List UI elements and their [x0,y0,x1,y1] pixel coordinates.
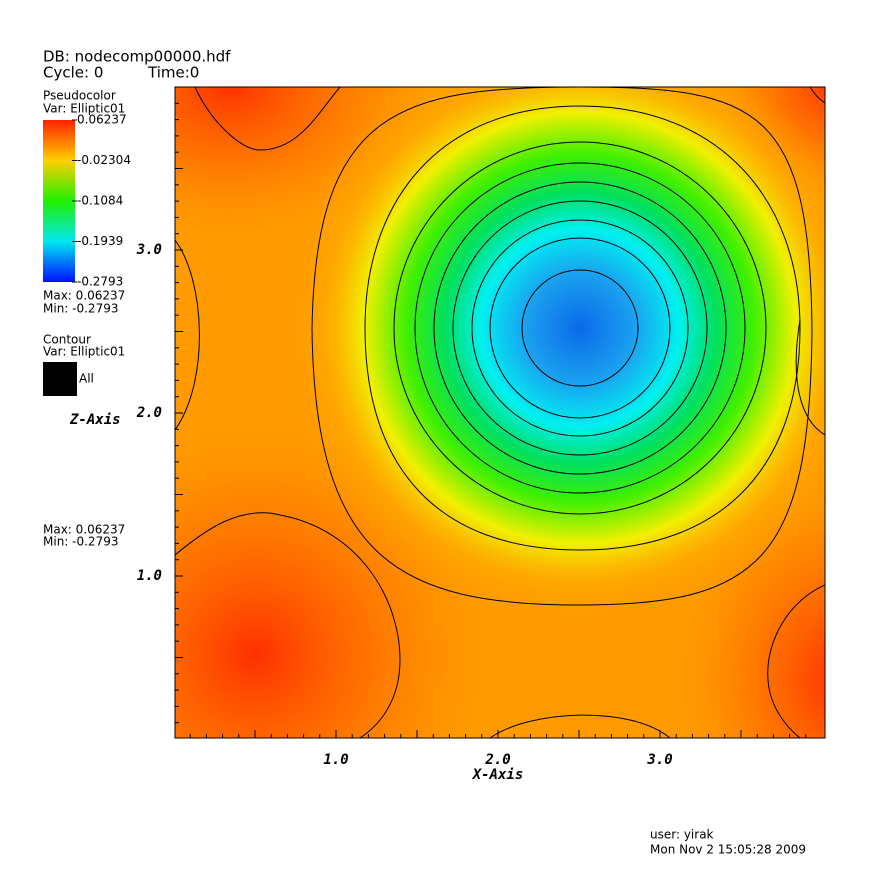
user-label: user: yirak [650,828,714,842]
z-tick-label: 1.0 [137,568,162,584]
x-tick-label: 2.0 [484,752,510,768]
legend-min: Min: -0.2793 [43,535,118,549]
colorbar-label: 0.06237 [77,113,127,127]
contour-lines [175,87,825,738]
legend-min: Min: -0.2793 [43,302,118,316]
x-tick-label: 1.0 [323,752,348,768]
z-tick-label: 3.0 [136,242,162,258]
pseudocolor-field [175,87,825,738]
z-tick-label: 2.0 [136,405,162,421]
x-tick-label: 3.0 [646,752,672,768]
colorbar-label: -0.2793 [77,275,123,289]
colorbar-label: -0.1939 [77,234,123,248]
legend-max: Max: 0.06237 [43,523,125,537]
axis-ticks [175,102,807,738]
legend-var: Var: Elliptic01 [43,102,125,116]
x-axis-label: X-Axis [472,767,524,783]
legend-entry: All [79,372,94,386]
contour-swatch [43,362,77,396]
db-label: DB: nodecomp00000.hdf [43,48,231,66]
time-label: Time:0 [147,64,199,82]
z-axis-label: Z-Axis [69,412,121,428]
legend-title: Pseudocolor [43,89,116,103]
legend-title: Contour [43,333,91,347]
legend-var: Var: Elliptic01 [43,345,125,359]
legend-max: Max: 0.06237 [43,289,125,303]
colorbar-label: -0.02304 [77,153,131,167]
colorbar-label: -0.1084 [77,194,123,208]
date-label: Mon Nov 2 15:05:28 2009 [650,843,806,857]
colorbar [43,120,75,282]
cycle-label: Cycle: 0 [43,64,103,82]
